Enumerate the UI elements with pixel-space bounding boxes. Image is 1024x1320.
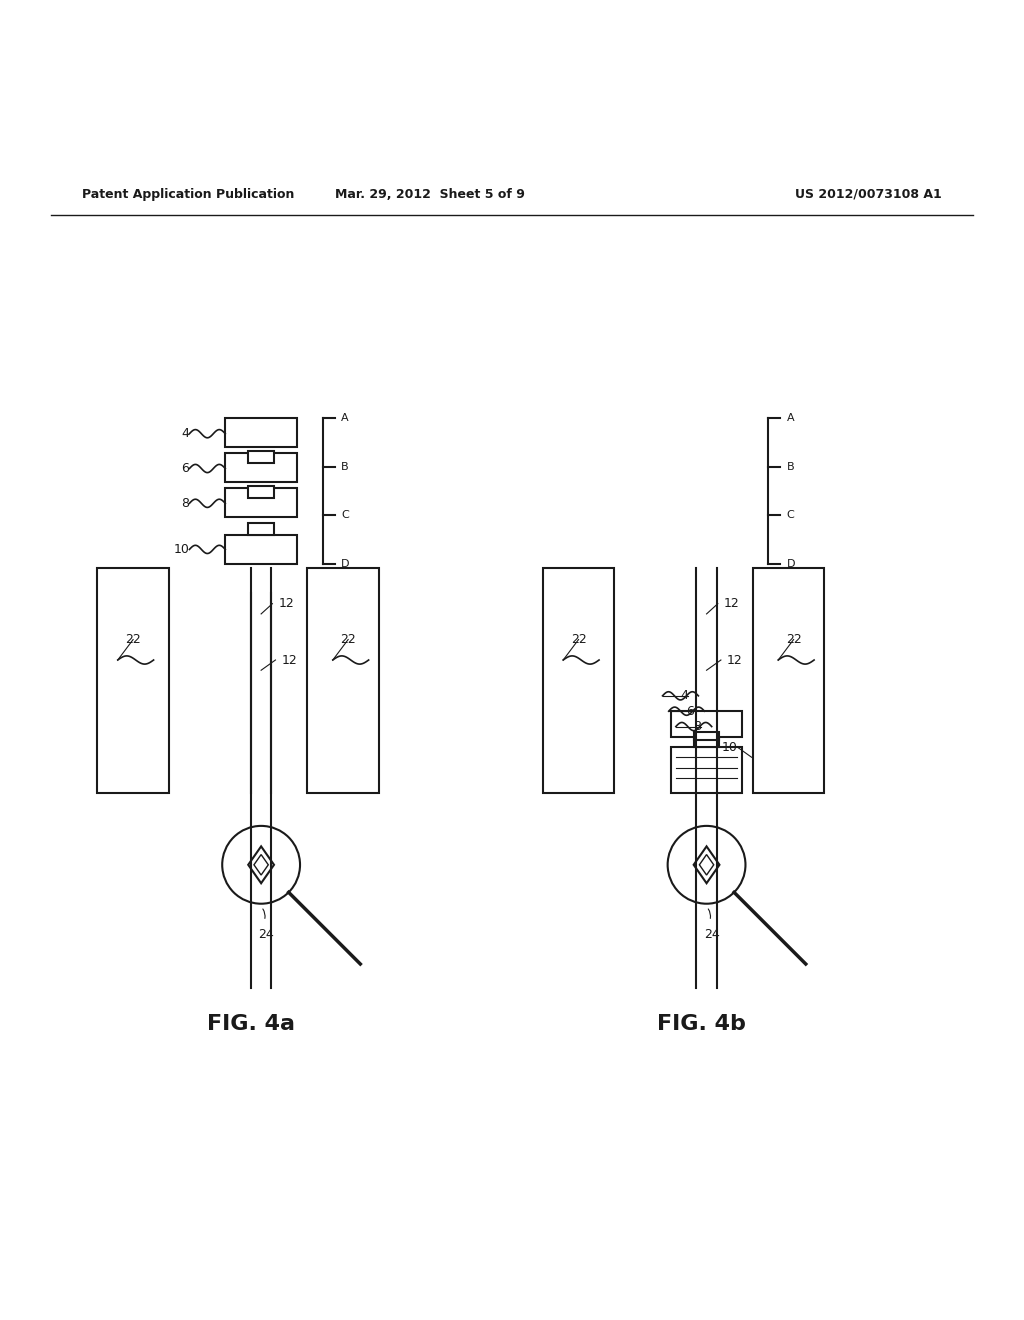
FancyBboxPatch shape bbox=[694, 731, 720, 741]
FancyBboxPatch shape bbox=[753, 568, 824, 793]
Text: 24: 24 bbox=[258, 928, 274, 941]
Text: 4: 4 bbox=[680, 689, 688, 702]
Text: 12: 12 bbox=[727, 653, 742, 667]
FancyBboxPatch shape bbox=[248, 451, 274, 463]
Text: D: D bbox=[786, 558, 795, 569]
FancyBboxPatch shape bbox=[307, 568, 379, 793]
Text: Patent Application Publication: Patent Application Publication bbox=[82, 187, 294, 201]
FancyBboxPatch shape bbox=[225, 535, 297, 564]
Text: 12: 12 bbox=[724, 597, 739, 610]
FancyBboxPatch shape bbox=[248, 523, 274, 535]
Text: B: B bbox=[786, 462, 794, 471]
Text: Mar. 29, 2012  Sheet 5 of 9: Mar. 29, 2012 Sheet 5 of 9 bbox=[335, 187, 525, 201]
Text: A: A bbox=[341, 413, 348, 424]
FancyBboxPatch shape bbox=[97, 568, 169, 793]
Text: B: B bbox=[341, 462, 348, 471]
Text: 22: 22 bbox=[785, 634, 802, 645]
Text: 12: 12 bbox=[279, 597, 294, 610]
FancyBboxPatch shape bbox=[671, 711, 742, 737]
Text: C: C bbox=[341, 511, 349, 520]
Text: D: D bbox=[341, 558, 349, 569]
Text: 22: 22 bbox=[340, 634, 356, 645]
Text: 6: 6 bbox=[686, 705, 694, 718]
Text: 24: 24 bbox=[703, 928, 720, 941]
Text: 8: 8 bbox=[181, 496, 189, 510]
Text: 10: 10 bbox=[721, 741, 737, 754]
Text: FIG. 4a: FIG. 4a bbox=[207, 1014, 295, 1034]
Text: 6: 6 bbox=[181, 462, 189, 475]
Text: A: A bbox=[786, 413, 794, 424]
FancyBboxPatch shape bbox=[225, 453, 297, 482]
FancyBboxPatch shape bbox=[543, 568, 614, 793]
Text: 10: 10 bbox=[173, 543, 189, 556]
FancyBboxPatch shape bbox=[248, 486, 274, 498]
Text: 8: 8 bbox=[693, 721, 701, 733]
FancyBboxPatch shape bbox=[671, 747, 742, 793]
FancyBboxPatch shape bbox=[694, 739, 720, 747]
Text: 22: 22 bbox=[125, 634, 141, 645]
Text: C: C bbox=[786, 511, 795, 520]
Text: 4: 4 bbox=[181, 428, 189, 440]
Text: 12: 12 bbox=[282, 653, 297, 667]
Text: US 2012/0073108 A1: US 2012/0073108 A1 bbox=[796, 187, 942, 201]
FancyBboxPatch shape bbox=[225, 418, 297, 447]
Text: 22: 22 bbox=[570, 634, 587, 645]
Text: FIG. 4b: FIG. 4b bbox=[657, 1014, 745, 1034]
FancyBboxPatch shape bbox=[225, 488, 297, 516]
